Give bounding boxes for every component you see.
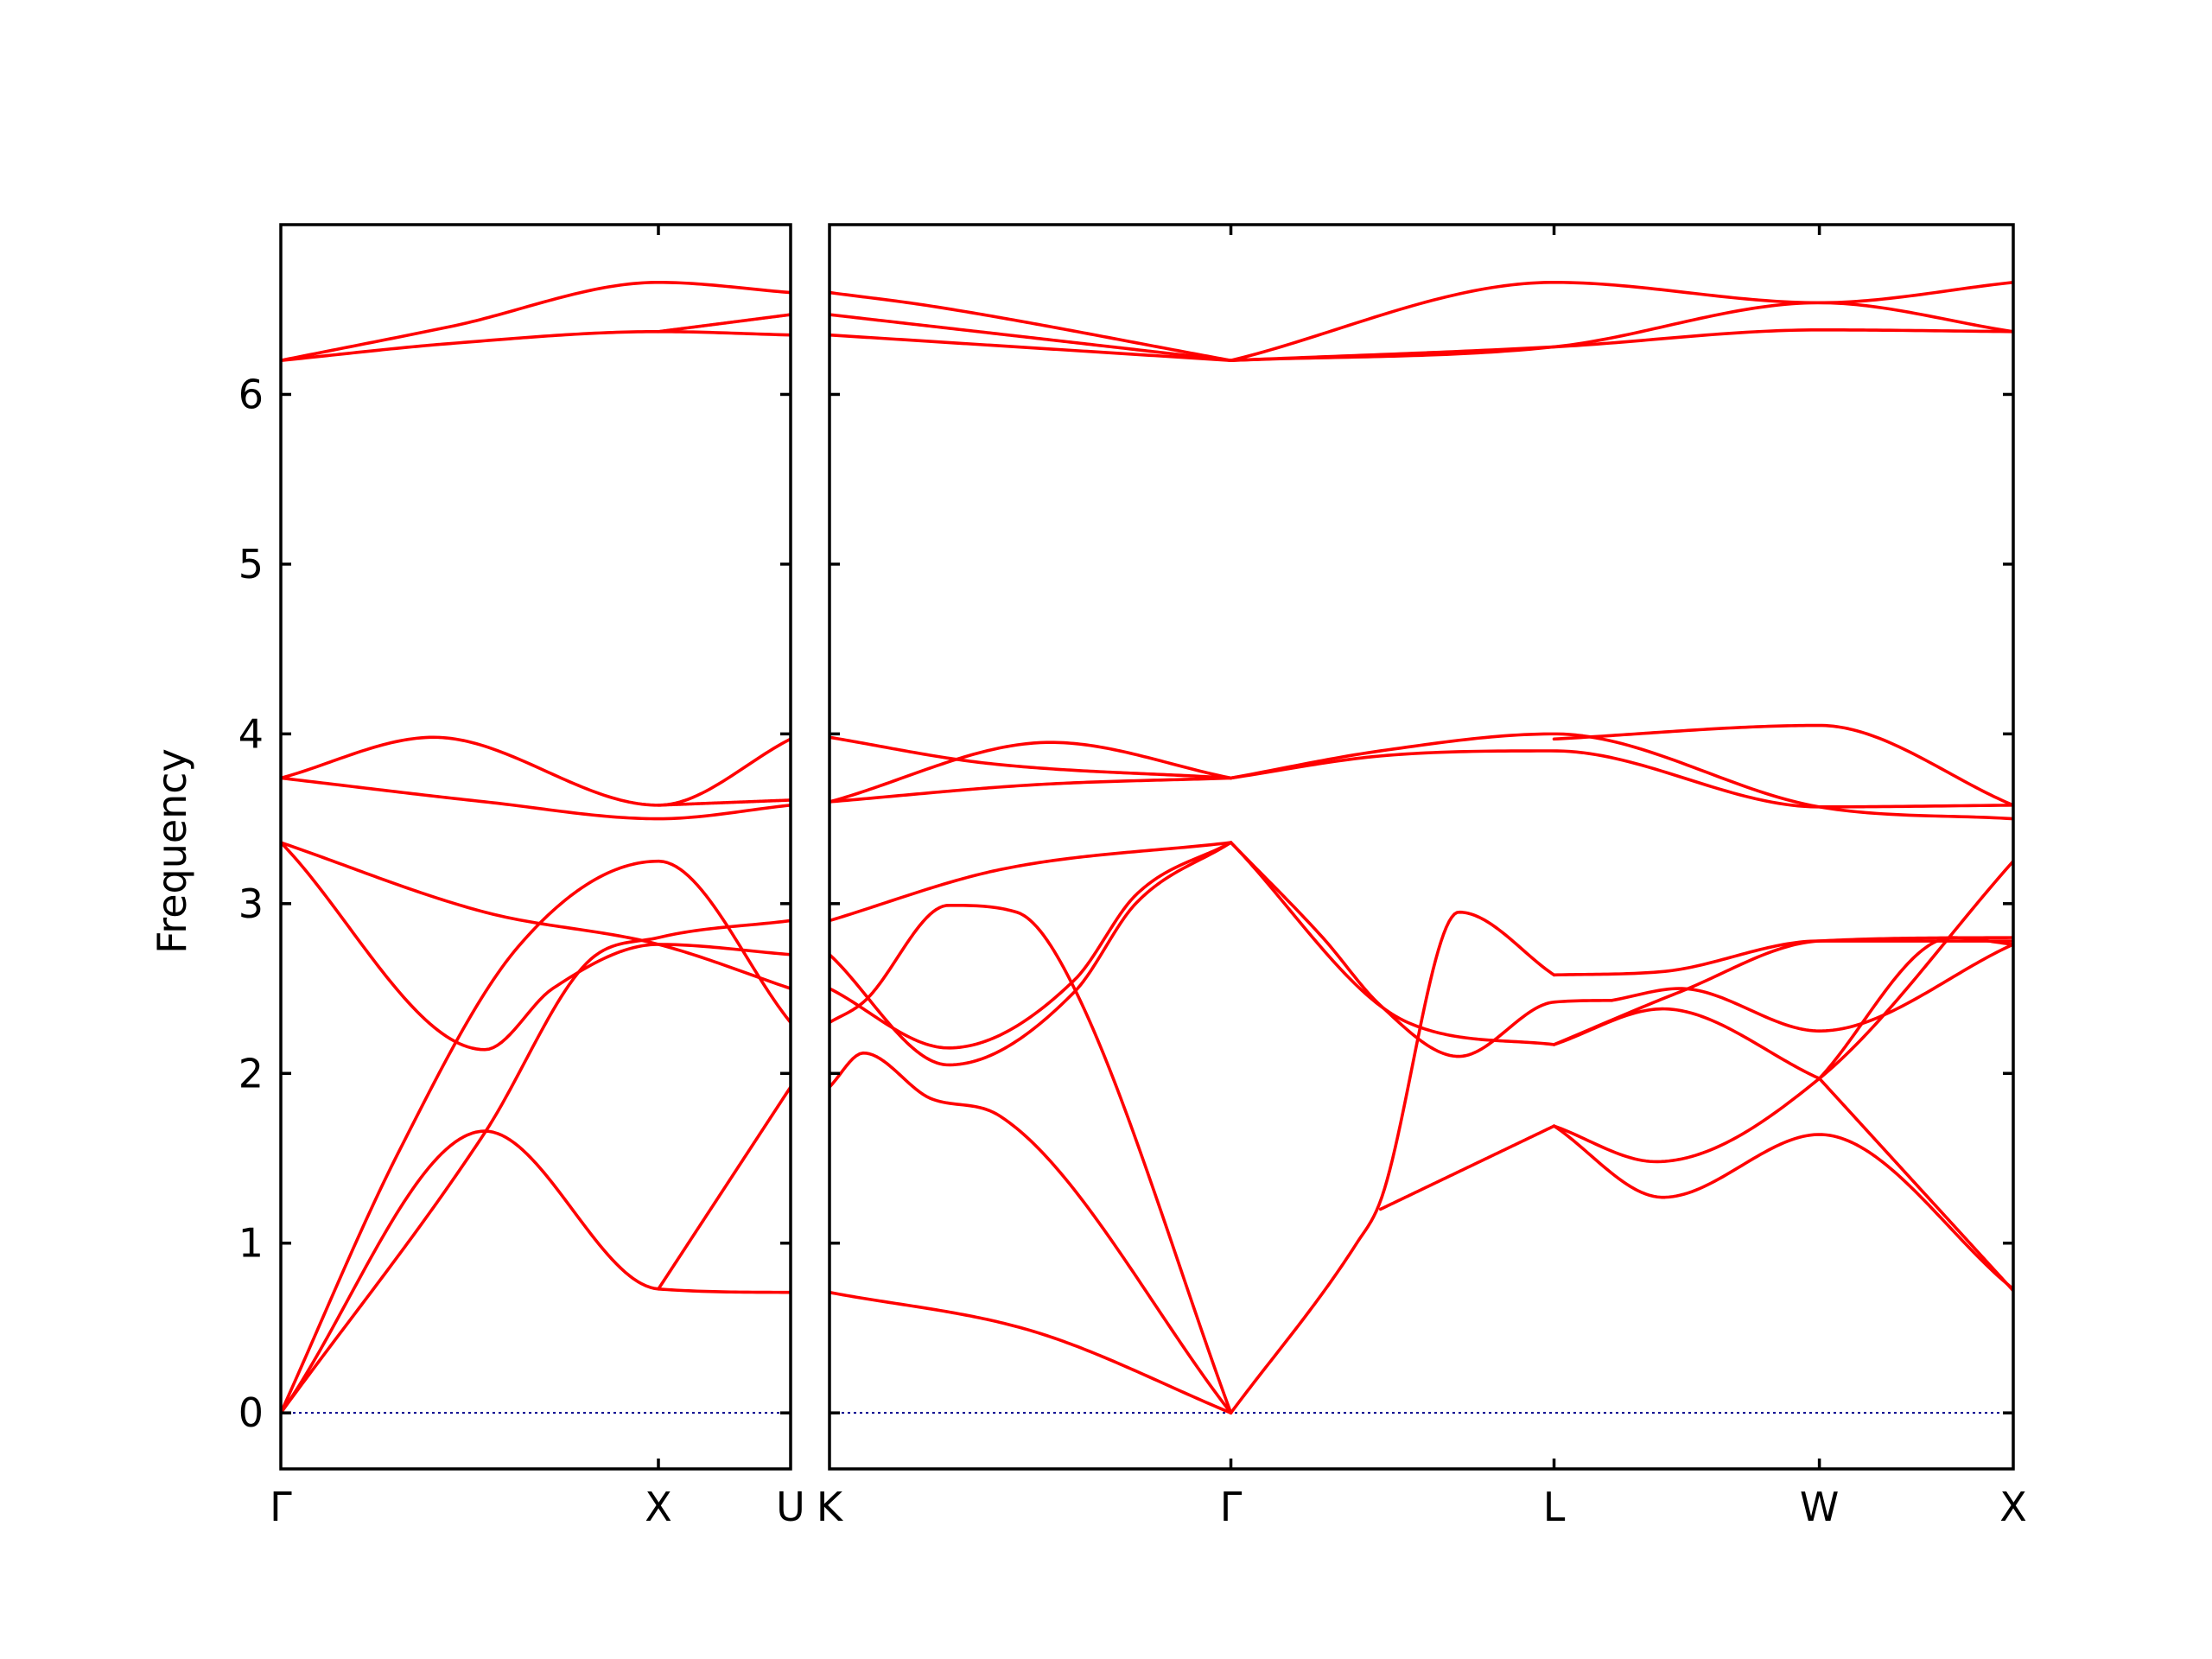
- band-line-left-4: [281, 841, 791, 1052]
- left-panel: 0 1 2 3 4 5 6 Γ X U: [238, 223, 805, 1530]
- plot-frame-right: [828, 223, 2015, 1471]
- band-line-right-18: [830, 776, 1233, 804]
- x-tick-label: U: [776, 1484, 805, 1530]
- band-line-right-3: [830, 841, 1233, 1067]
- x-tick-label: K: [817, 1484, 844, 1530]
- band-line-right-5: [830, 841, 1233, 923]
- y-axis-label: Frequency: [149, 748, 195, 954]
- band-line-right-14: [1817, 936, 2013, 1080]
- band-line-left-3: [281, 918, 791, 1414]
- band-line-left-7: [281, 735, 791, 807]
- x-tick-label: L: [1543, 1484, 1566, 1530]
- band-line-right-1: [830, 1051, 1233, 1414]
- band-line-right-11: [1552, 936, 2013, 1046]
- band-line-right-23: [1552, 723, 2013, 807]
- band-line-right-19: [830, 741, 1233, 804]
- band-line-right-17: [1817, 1077, 2013, 1293]
- y-tick-label: 2: [238, 1050, 264, 1096]
- band-line-right-2: [830, 903, 1233, 1414]
- band-line-right-13: [1552, 1007, 1821, 1080]
- band-line-left-10: [657, 313, 791, 334]
- band-line-right-4: [830, 841, 1233, 1050]
- y-tick-label: 1: [238, 1220, 264, 1267]
- band-line-left-2: [281, 859, 791, 1414]
- plot-frame-left: [279, 223, 792, 1471]
- band-line-left-1: [657, 1085, 791, 1291]
- band-line-right-29: [1229, 280, 2013, 362]
- band-line-left-11: [281, 280, 791, 362]
- x-tick-label: W: [1800, 1484, 1839, 1530]
- y-tick-label: 3: [238, 880, 264, 927]
- x-tick-label: Γ: [1220, 1484, 1243, 1530]
- band-line-left-5: [281, 841, 791, 990]
- band-line-right-24: [830, 333, 1233, 362]
- band-line-left-9: [281, 329, 791, 362]
- band-line-right-26: [830, 290, 1233, 362]
- band-line-right-15: [1552, 859, 2013, 1164]
- band-line-right-0: [830, 1290, 1233, 1414]
- band-line-right-8: [1229, 841, 1556, 1046]
- x-tick-label: X: [1999, 1484, 2027, 1530]
- y-tick-label: 5: [238, 541, 264, 588]
- band-line-right-22: [1229, 749, 2013, 809]
- band-line-right-28: [1229, 301, 2013, 362]
- y-tick-label: 6: [238, 371, 264, 417]
- y-tick-label: 4: [238, 710, 264, 757]
- band-line-right-21: [1229, 732, 2013, 821]
- x-tick-label: X: [645, 1484, 672, 1530]
- band-line-right-6: [1229, 910, 1556, 1414]
- band-line-left-8: [657, 798, 791, 807]
- band-line-right-7: [1229, 841, 1614, 1058]
- band-line-left-6: [281, 776, 791, 821]
- band-line-right-27: [1229, 328, 2013, 362]
- band-line-right-20: [830, 735, 1233, 780]
- band-line-right-9: [1378, 1124, 1556, 1211]
- band-line-right-12: [1610, 943, 2013, 1033]
- band-line-left-0: [281, 1129, 791, 1414]
- x-tick-label: Γ: [270, 1484, 292, 1530]
- band-line-right-16: [1552, 1124, 2013, 1291]
- y-tick-label: 0: [238, 1389, 264, 1436]
- band-line-right-25: [830, 313, 1233, 362]
